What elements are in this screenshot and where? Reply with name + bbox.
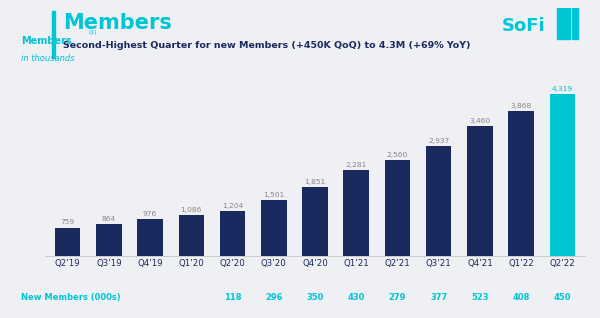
Bar (557, 17, 563, 28)
Bar (385, 160, 410, 256)
Text: 3,868: 3,868 (511, 103, 532, 109)
Text: 408: 408 (512, 293, 530, 302)
Text: 450: 450 (554, 293, 571, 302)
Text: 2,281: 2,281 (346, 162, 367, 169)
Bar (557, 7, 563, 17)
Bar (220, 211, 245, 256)
Bar (550, 94, 575, 256)
Text: SoFi: SoFi (502, 17, 545, 36)
Bar (467, 126, 493, 256)
Bar (55, 227, 80, 256)
Text: 1,086: 1,086 (181, 207, 202, 213)
Text: Second-Highest Quarter for new Members (+450K QoQ) to 4.3M (+69% YoY): Second-Highest Quarter for new Members (… (63, 41, 470, 50)
Bar (426, 146, 451, 256)
Text: 279: 279 (389, 293, 406, 302)
Text: in thousands: in thousands (20, 54, 74, 63)
Bar (137, 219, 163, 256)
Text: 1,204: 1,204 (222, 203, 243, 209)
Text: 759: 759 (61, 219, 75, 225)
Text: 2,560: 2,560 (387, 152, 408, 158)
Text: 976: 976 (143, 211, 157, 217)
Bar (565, 7, 571, 17)
Text: 1,851: 1,851 (304, 178, 326, 184)
Bar (572, 7, 578, 17)
Text: 350: 350 (307, 293, 323, 302)
Bar (565, 28, 571, 39)
Bar (557, 28, 563, 39)
Text: Members: Members (20, 36, 71, 46)
Text: 3,460: 3,460 (469, 118, 490, 124)
Text: 523: 523 (471, 293, 488, 302)
Text: 2,937: 2,937 (428, 138, 449, 144)
Bar (565, 17, 571, 28)
Text: (1): (1) (88, 30, 97, 35)
Bar (52, 11, 55, 58)
Text: 4,319: 4,319 (552, 86, 573, 92)
Bar (96, 224, 122, 256)
Bar (179, 215, 204, 256)
Bar (572, 28, 578, 39)
Bar (343, 170, 369, 256)
Text: 296: 296 (265, 293, 283, 302)
Bar (572, 17, 578, 28)
Text: 377: 377 (430, 293, 447, 302)
Text: Members: Members (63, 13, 172, 33)
Text: 1,501: 1,501 (263, 192, 284, 198)
Bar (261, 200, 287, 256)
Bar (302, 187, 328, 256)
Bar (508, 111, 534, 256)
Text: 118: 118 (224, 293, 241, 302)
Text: New Members (000s): New Members (000s) (20, 293, 121, 302)
Text: 430: 430 (347, 293, 365, 302)
Text: 864: 864 (102, 216, 116, 222)
